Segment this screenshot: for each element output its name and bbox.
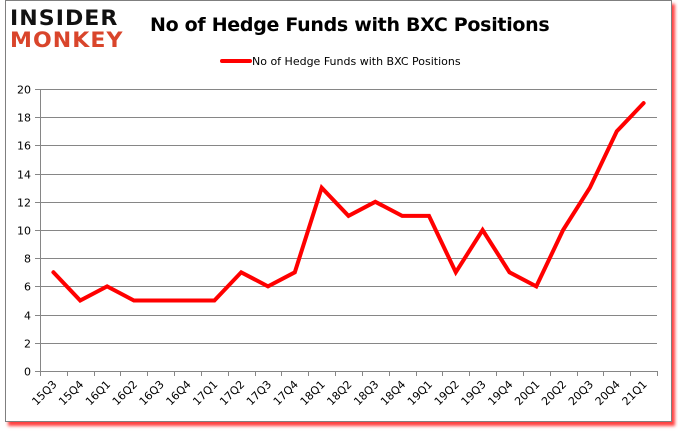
x-tick-label: 17Q3 <box>244 378 274 408</box>
x-tick-label: 20Q2 <box>539 378 569 408</box>
legend: No of Hedge Funds with BXC Positions <box>220 55 461 68</box>
y-tick-label: 10 <box>17 225 31 238</box>
x-tick-label: 18Q2 <box>324 378 354 408</box>
series-line <box>51 101 646 303</box>
x-tick-label: 18Q3 <box>351 378 381 408</box>
x-tick-label: 17Q1 <box>190 378 220 408</box>
chart-title: No of Hedge Funds with BXC Positions <box>150 14 550 36</box>
logo-line-2: MONKEY <box>10 28 124 52</box>
x-tick-label: 17Q4 <box>271 378 301 408</box>
insider-monkey-logo: INSIDER MONKEY <box>10 8 128 51</box>
y-tick-label: 6 <box>24 281 31 294</box>
x-tick-label: 20Q3 <box>566 378 596 408</box>
x-tick-label: 16Q1 <box>83 378 113 408</box>
x-tick-label: 15Q3 <box>29 378 59 408</box>
x-tick-label: 18Q4 <box>378 378 408 408</box>
legend-label: No of Hedge Funds with BXC Positions <box>252 55 461 68</box>
x-tick-label: 19Q4 <box>485 378 515 408</box>
y-tick-label: 20 <box>17 84 31 97</box>
y-tick-label: 16 <box>17 140 31 153</box>
y-tick-label: 2 <box>24 338 31 351</box>
x-tick-label: 21Q1 <box>620 378 650 408</box>
x-tick-label: 20Q4 <box>593 378 623 408</box>
x-tick-label: 19Q2 <box>432 378 462 408</box>
y-tick-label: 14 <box>17 169 31 182</box>
x-axis: 15Q315Q416Q116Q216Q316Q417Q117Q217Q317Q4… <box>29 371 658 408</box>
y-tick-label: 18 <box>17 112 31 125</box>
gridlines <box>35 89 657 372</box>
x-tick-label: 16Q3 <box>137 378 167 408</box>
x-tick-label: 19Q3 <box>459 378 489 408</box>
y-tick-label: 12 <box>17 197 31 210</box>
logo-line-1: INSIDER <box>10 6 119 30</box>
x-tick-label: 16Q4 <box>164 378 194 408</box>
data-series <box>51 101 646 303</box>
x-tick-label: 17Q2 <box>217 378 247 408</box>
x-tick-label: 15Q4 <box>56 378 86 408</box>
x-tick-label: 16Q2 <box>110 378 140 408</box>
y-tick-label: 4 <box>24 310 31 323</box>
x-tick-label: 19Q1 <box>405 378 435 408</box>
x-tick-label: 20Q1 <box>512 378 542 408</box>
y-tick-label: 0 <box>24 366 31 379</box>
x-tick-label: 18Q1 <box>298 378 328 408</box>
y-axis: 0 2 4 6 8 10 12 14 16 18 20 <box>17 84 41 379</box>
y-tick-label: 8 <box>24 253 31 266</box>
chart-frame <box>5 0 672 422</box>
